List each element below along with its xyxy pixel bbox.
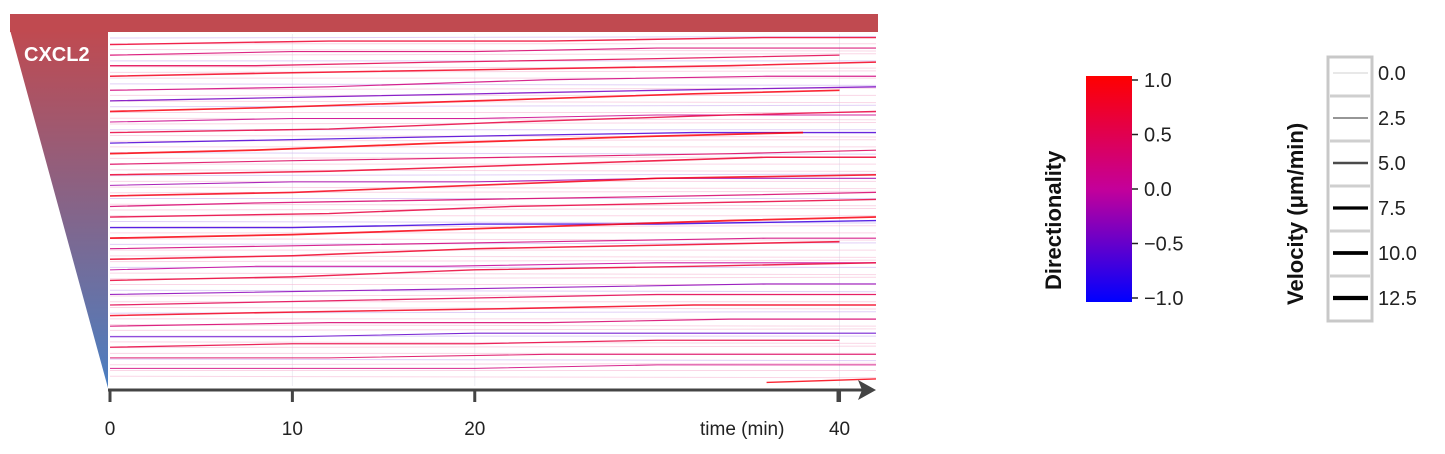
background-track-51 (109, 328, 877, 331)
cell-track-5 (109, 86, 877, 102)
cell-track-10 (109, 131, 804, 155)
background-track-54 (109, 345, 877, 349)
background-track-6 (109, 70, 877, 73)
background-track-24 (109, 173, 877, 177)
x-axis-ticks: 0 10 20 40 (105, 390, 850, 440)
background-track-35 (109, 238, 877, 241)
x-axis-title: time (min) (700, 419, 784, 440)
background-track-57 (109, 362, 877, 366)
background-track-20 (109, 152, 877, 155)
gradient-label: CXCL2 (24, 44, 90, 66)
cell-track-13 (109, 177, 876, 186)
background-track-44 (109, 289, 877, 293)
background-track-50 (109, 324, 877, 327)
background-track-11 (109, 100, 877, 104)
background-track-3 (109, 53, 877, 56)
cell-track-31 (766, 378, 877, 384)
background-track-29 (109, 203, 877, 207)
cell-track-19 (109, 237, 876, 250)
cell-track-11 (109, 149, 877, 165)
directionality-tick-label-4: −1.0 (1144, 288, 1183, 310)
cell-track-0 (109, 36, 876, 46)
cell-track-18 (109, 216, 877, 240)
velocity-tick-label-4: 10.0 (1378, 243, 1417, 265)
cell-track-27 (110, 332, 876, 338)
background-track-41 (109, 272, 877, 276)
cell-tracks (109, 36, 877, 384)
velocity-tick-label-1: 2.5 (1378, 108, 1406, 130)
cell-track-14 (109, 173, 877, 197)
directionality-colorbar (1086, 76, 1132, 302)
directionality-legend-title: Directionality (1041, 150, 1066, 290)
cell-track-12 (109, 156, 876, 176)
background-track-5 (109, 66, 877, 69)
background-track-27 (109, 190, 877, 194)
cell-track-4 (109, 75, 876, 91)
cell-track-3 (109, 61, 877, 77)
cell-track-28 (109, 339, 840, 348)
cell-track-29 (110, 353, 876, 359)
cell-track-30 (110, 364, 876, 369)
cell-track-16 (109, 198, 877, 218)
cell-track-22 (109, 262, 877, 282)
background-track-0 (109, 36, 877, 39)
x-tick-label-0: 0 (105, 419, 116, 440)
cell-track-25 (109, 304, 876, 317)
cell-track-17 (110, 219, 877, 229)
gradient-top-bar (10, 14, 878, 32)
cell-track-21 (109, 262, 876, 271)
x-tick-label-2: 20 (464, 419, 485, 440)
directionality-tick-label-0: 1.0 (1144, 70, 1172, 92)
background-track-8 (109, 83, 877, 86)
background-track-59 (109, 375, 877, 379)
background-track-39 (109, 259, 877, 263)
background-track-2 (109, 48, 877, 52)
cell-track-20 (109, 240, 840, 261)
velocity-tick-label-2: 5.0 (1378, 153, 1406, 175)
cell-track-6 (109, 89, 840, 113)
velocity-legend-items: 0.0 2.5 5.0 7.5 10.0 12.5 (1330, 63, 1417, 310)
background-track-23 (109, 169, 877, 172)
background-track-56 (109, 358, 877, 362)
background-track-53 (109, 341, 877, 344)
velocity-legend-frame (1326, 55, 1374, 323)
background-track-26 (109, 186, 877, 190)
directionality-tick-label-1: 0.5 (1144, 125, 1172, 147)
background-track-30 (109, 208, 877, 211)
directionality-legend-ticks: 1.0 0.5 0.0 −0.5 −1.0 (1132, 70, 1183, 310)
cell-track-8 (109, 110, 877, 134)
background-track-14 (109, 117, 877, 121)
cell-track-2 (110, 54, 840, 67)
velocity-legend-title: Velocity (μm/min) (1283, 123, 1308, 305)
cell-track-24 (109, 293, 876, 306)
x-axis-arrowhead (858, 380, 876, 400)
velocity-tick-label-5: 12.5 (1378, 288, 1417, 310)
cell-track-1 (109, 47, 876, 56)
cell-track-9 (109, 131, 876, 144)
gradient-wedge (10, 30, 108, 388)
cell-track-23 (109, 283, 876, 296)
velocity-tick-label-3: 7.5 (1378, 198, 1406, 220)
x-tick-label-1: 10 (282, 419, 303, 440)
directionality-tick-label-3: −0.5 (1144, 234, 1183, 256)
x-tick-label-3: 40 (829, 419, 850, 440)
cell-track-15 (109, 191, 877, 208)
cell-track-26 (109, 318, 876, 327)
velocity-tick-label-0: 0.0 (1378, 63, 1406, 85)
background-track-12 (109, 104, 877, 108)
directionality-tick-label-2: 0.0 (1144, 179, 1172, 201)
